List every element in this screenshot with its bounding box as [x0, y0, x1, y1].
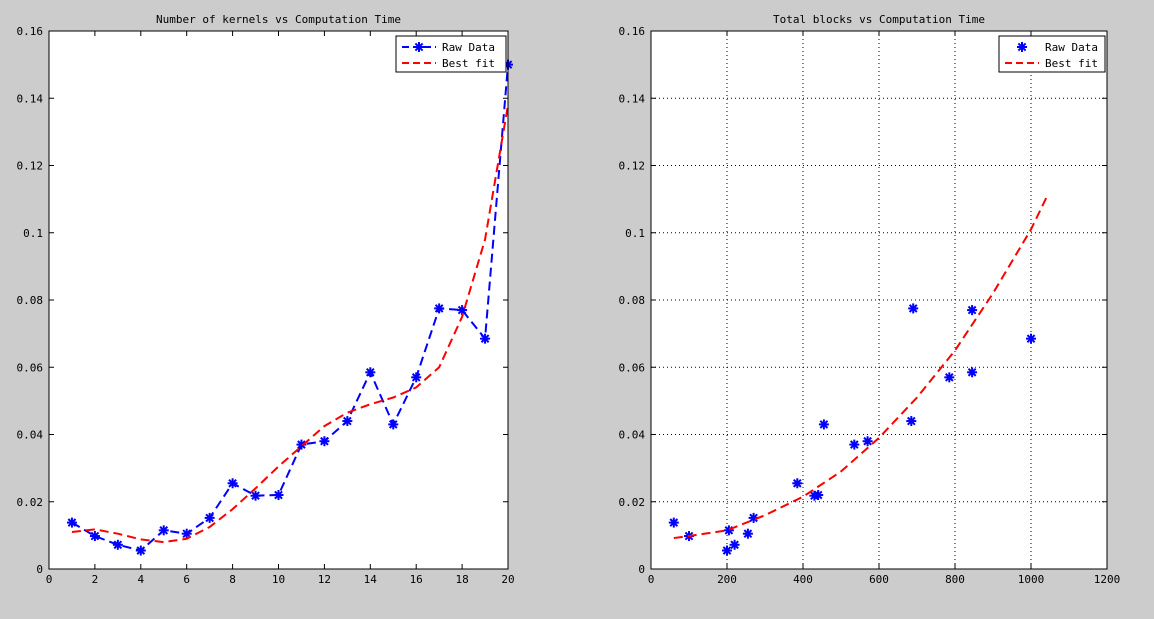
- y-tick-label: 0.16: [619, 25, 646, 38]
- data-point: [813, 490, 824, 501]
- data-point: [818, 419, 829, 430]
- data-point: [434, 303, 445, 314]
- x-tick-label: 1200: [1094, 573, 1121, 586]
- legend-box: [395, 35, 507, 73]
- series-line: [673, 193, 1049, 540]
- series-best-fit: [673, 193, 1049, 540]
- legend-label: Best fit: [442, 57, 495, 70]
- data-point: [250, 490, 261, 501]
- data-point: [722, 545, 732, 556]
- y-tick-label: 0.06: [17, 361, 44, 374]
- data-point: [227, 478, 238, 489]
- x-tick-label: 2: [92, 573, 99, 586]
- x-tick-label: 16: [410, 573, 423, 586]
- legend-label: Best fit: [1045, 57, 1098, 70]
- data-point: [1026, 333, 1036, 344]
- data-point: [723, 525, 734, 536]
- y-tick-label: 0.12: [17, 160, 44, 173]
- legend-marker: [414, 42, 424, 52]
- plot-area: [49, 31, 508, 569]
- data-point: [296, 439, 307, 450]
- y-tick-label: 0.04: [17, 429, 44, 442]
- series-raw-data: [668, 303, 1036, 556]
- data-point: [135, 545, 146, 556]
- legend-label: Raw Data: [442, 41, 495, 54]
- y-tick-label: 0.06: [619, 361, 646, 374]
- y-tick-label: 0.02: [619, 496, 646, 509]
- data-point: [792, 478, 803, 489]
- legend-marker: [1017, 42, 1027, 52]
- x-tick-label: 10: [272, 573, 285, 586]
- data-point: [862, 436, 873, 447]
- data-point: [967, 305, 978, 316]
- data-point: [967, 367, 978, 378]
- data-point: [273, 490, 284, 501]
- axes-frame: [48, 30, 509, 570]
- x-tick-label: 20: [501, 573, 514, 586]
- x-tick-label: 800: [945, 573, 965, 586]
- data-point: [906, 416, 917, 427]
- y-tick-label: 0.08: [17, 294, 44, 307]
- legend-label: Raw Data: [1045, 41, 1098, 54]
- data-point: [158, 525, 169, 536]
- data-point: [388, 419, 399, 430]
- data-point: [365, 367, 376, 378]
- data-point: [742, 528, 753, 539]
- chart-title: Total blocks vs Computation Time: [773, 13, 985, 26]
- chart-blocks-vs-time: 0 200 400 600 800 1000 1200 0 0.02 0.04 0.06 0.08 0.…: [619, 13, 1121, 586]
- data-point: [342, 416, 353, 427]
- data-point: [66, 517, 77, 528]
- y-tick-label: 0: [638, 563, 645, 576]
- y-tick-label: 0.04: [619, 429, 646, 442]
- x-tick-label: 0: [46, 573, 53, 586]
- x-tick-label: 6: [183, 573, 190, 586]
- legend: Raw Data Best fit: [395, 35, 507, 73]
- y-tick-label: 0.12: [619, 160, 646, 173]
- data-point: [319, 436, 330, 447]
- data-point: [89, 531, 100, 542]
- x-tick-label: 0: [648, 573, 655, 586]
- data-point: [480, 333, 491, 344]
- y-tick-label: 0.08: [619, 294, 646, 307]
- x-tick-label: 12: [318, 573, 331, 586]
- data-point: [204, 512, 215, 523]
- x-tick-label: 14: [364, 573, 378, 586]
- series-line: [71, 104, 509, 544]
- x-tick-label: 4: [137, 573, 144, 586]
- x-tick-label: 18: [455, 573, 468, 586]
- y-tick-label: 0: [36, 563, 43, 576]
- x-tick-label: 200: [717, 573, 737, 586]
- data-point: [729, 539, 740, 550]
- data-point: [181, 528, 192, 539]
- data-point: [411, 372, 422, 383]
- chart-kernels-vs-time: 0 2 4 6 8 10 12 14 16 18 20 0 0.02 0.04 0.06 0.08 0.1 0.1…: [17, 13, 515, 586]
- x-tick-label: 8: [229, 573, 236, 586]
- data-point: [944, 372, 955, 383]
- data-point: [908, 303, 919, 314]
- y-tick-label: 0.14: [619, 92, 646, 105]
- x-tick-label: 400: [793, 573, 813, 586]
- x-tick-label: 1000: [1018, 573, 1045, 586]
- y-tick-label: 0.1: [625, 227, 645, 240]
- y-tick-label: 0.1: [23, 227, 43, 240]
- series-best-fit: [71, 104, 509, 544]
- y-tick-label: 0.14: [17, 92, 44, 105]
- legend: Raw Data Best fit: [998, 35, 1106, 73]
- legend-box: [998, 35, 1106, 73]
- y-tick-label: 0.16: [17, 25, 44, 38]
- data-point: [668, 517, 679, 528]
- series-line: [71, 64, 509, 552]
- x-tick-label: 600: [869, 573, 889, 586]
- y-tick-label: 0.02: [17, 496, 44, 509]
- chart-title: Number of kernels vs Computation Time: [156, 13, 401, 26]
- axes-frame: [650, 30, 1108, 570]
- data-point: [849, 439, 860, 450]
- data-point: [112, 539, 123, 550]
